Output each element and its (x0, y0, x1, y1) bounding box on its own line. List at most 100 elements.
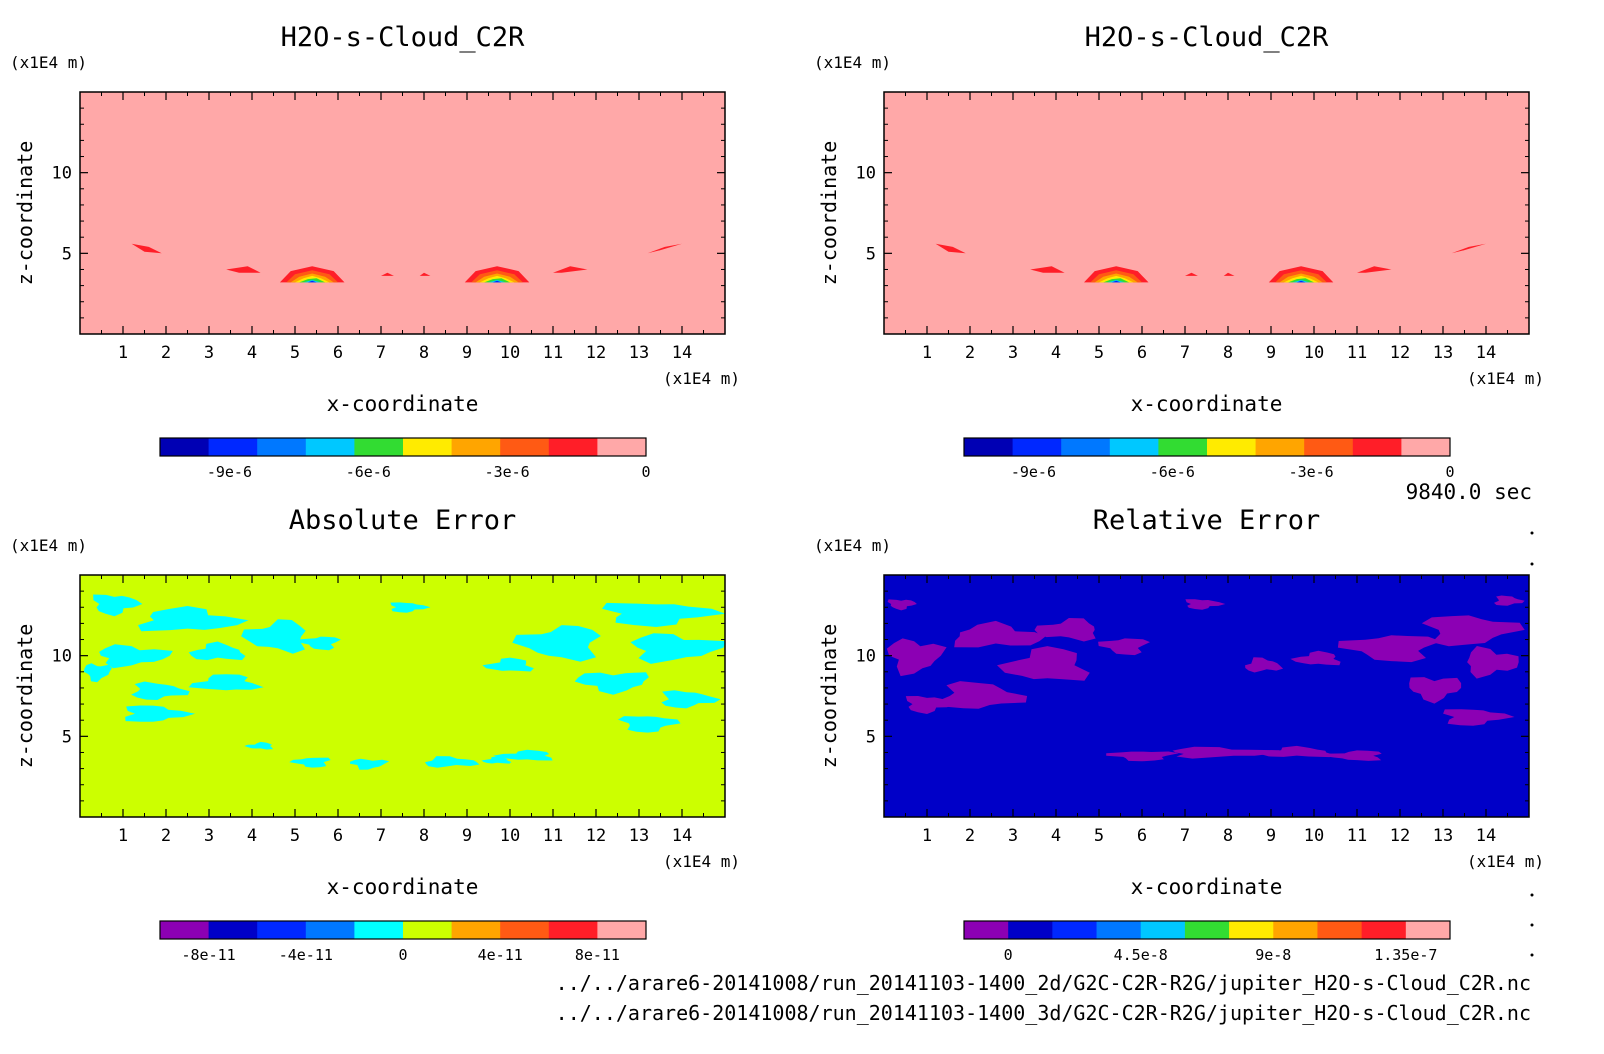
field-region (602, 602, 725, 627)
colorbar-swatch (597, 438, 647, 456)
panel-title: Absolute Error (289, 505, 517, 536)
field-region (1245, 657, 1284, 673)
colorbar-swatch (1361, 921, 1407, 939)
x-tick-label: 7 (1180, 343, 1190, 363)
field-region (661, 690, 721, 709)
x-tick-label: 11 (543, 343, 563, 363)
colorbar-swatch (1352, 438, 1402, 456)
field-region (307, 280, 317, 283)
field-region (1111, 280, 1121, 283)
field-region (425, 756, 480, 768)
x-tick-label: 12 (1390, 826, 1410, 846)
colorbar-label: 4e-11 (478, 946, 523, 964)
colorbar-swatch (500, 921, 550, 939)
field-region (241, 619, 306, 654)
y-tick-label: 10 (52, 164, 72, 184)
field-region (1321, 750, 1382, 761)
field-region (1257, 745, 1334, 758)
colorbar-swatch (305, 921, 355, 939)
y-axis-label: z-coordinate (13, 141, 37, 286)
x-tick-label: 14 (1476, 343, 1496, 363)
colorbar: -9e-6 -6e-6 -3e-6 0 (159, 437, 651, 481)
x-tick-label: 11 (543, 826, 563, 846)
colorbar-label: -3e-6 (1289, 463, 1334, 481)
field-region (1296, 280, 1306, 283)
x-tick-label: 6 (333, 343, 343, 363)
x-tick-label: 5 (1094, 343, 1104, 363)
field-region (512, 625, 601, 662)
x-tick-label: 6 (1137, 826, 1147, 846)
x-tick-label: 7 (1180, 826, 1190, 846)
colorbar-swatch (548, 921, 598, 939)
colorbar-frame (159, 920, 647, 940)
x-unit-label: (x1E4 m) (1467, 369, 1544, 388)
colorbar-swatch (1109, 438, 1159, 456)
panel-title: H2O-s-Cloud_C2R (281, 22, 526, 53)
field-background (80, 92, 725, 334)
x-tick-label: 1 (118, 343, 128, 363)
field-background (884, 92, 1529, 334)
colorbar-swatch (354, 438, 404, 456)
x-tick-label: 5 (290, 826, 300, 846)
plot-field (80, 92, 725, 334)
file-path-3d: ../../arare6-20141008/run_20141103-1400_… (556, 1001, 1531, 1025)
y-axis-label: z-coordinate (13, 624, 37, 769)
field-region (1357, 266, 1392, 273)
field-region (1290, 650, 1341, 666)
x-tick-label: 9 (1266, 826, 1276, 846)
y-tick-label: 10 (52, 647, 72, 667)
field-region (299, 636, 341, 651)
field-region (419, 272, 431, 276)
file-path-2d: ../../arare6-20141008/run_20141103-1400_… (556, 971, 1531, 995)
field-region (1106, 751, 1179, 762)
field-region (1185, 272, 1198, 276)
x-tick-label: 2 (161, 826, 171, 846)
y-tick-label: 10 (856, 164, 876, 184)
field-region (647, 243, 682, 254)
colorbar-swatch (257, 438, 307, 456)
field-region (1421, 615, 1525, 647)
x-tick-label: 8 (419, 826, 429, 846)
x-tick-label: 4 (1051, 343, 1061, 363)
field-region (83, 663, 112, 683)
colorbar-swatch (403, 438, 453, 456)
colorbar-swatch (208, 438, 258, 456)
x-tick-label: 14 (672, 826, 692, 846)
field-region (482, 657, 534, 672)
x-tick-label: 13 (1433, 343, 1453, 363)
x-tick-label: 3 (204, 826, 214, 846)
colorbar-label: -6e-6 (346, 463, 391, 481)
field-region (935, 243, 966, 254)
colorbar-label: -3e-6 (485, 463, 530, 481)
x-tick-label: 13 (1433, 826, 1453, 846)
colorbar-swatch (1158, 438, 1208, 456)
x-tick-label: 6 (1137, 343, 1147, 363)
colorbar-label: 0 (1004, 946, 1013, 964)
x-tick-label: 11 (1347, 826, 1367, 846)
field-region (1185, 599, 1226, 610)
field-region (1409, 677, 1462, 704)
x-tick-label: 4 (1051, 826, 1061, 846)
colorbar-swatch (548, 438, 598, 456)
plot-field (80, 575, 725, 817)
y-unit-label: (x1E4 m) (10, 53, 87, 72)
colorbar-swatch (160, 921, 210, 939)
field-region (1451, 243, 1486, 254)
field-region (188, 674, 264, 691)
x-tick-label: 10 (1304, 343, 1324, 363)
x-tick-label: 9 (462, 826, 472, 846)
colorbar-swatch (1405, 921, 1451, 939)
colorbar-swatch (451, 921, 501, 939)
colorbar-swatch (964, 438, 1014, 456)
x-tick-label: 5 (1094, 826, 1104, 846)
x-tick-label: 3 (204, 343, 214, 363)
time-label: 9840.0 sec (1406, 480, 1532, 504)
field-region (226, 266, 261, 273)
field-region (553, 266, 588, 273)
panel-cloud-2d: 1 2 3 4 5 6 7 8 9 10 11 12 13 14510H2O-s-Cloud_C2R(x1… (10, 22, 740, 481)
x-tick-label: 8 (1223, 826, 1233, 846)
y-axis-label: z-coordinate (817, 624, 841, 769)
colorbar-swatch (1273, 921, 1318, 939)
y-axis-label: z-coordinate (817, 141, 841, 286)
